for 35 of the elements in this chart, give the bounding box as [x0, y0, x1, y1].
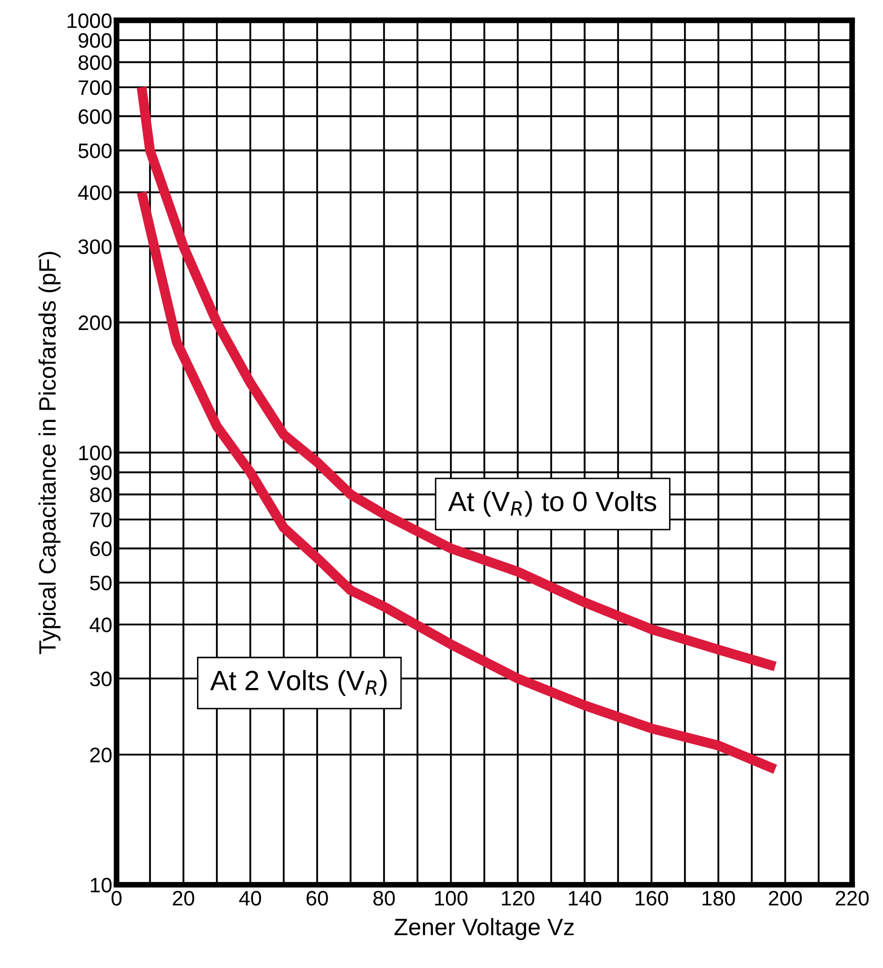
y-tick-label: 300	[78, 239, 112, 254]
y-tick-label: 80	[90, 487, 112, 502]
y-tick-label: 800	[78, 55, 112, 70]
y-tick-label: 30	[90, 672, 112, 686]
y-tick-label: 50	[90, 576, 112, 590]
series-label: At 2 Volts (V$_{R}$)	[210, 670, 387, 696]
x-tick-label: 20	[172, 890, 194, 906]
y-tick-label: 20	[90, 748, 112, 762]
y-tick-label: 600	[78, 109, 112, 124]
x-tick-label: 220	[836, 890, 869, 906]
x-tick-label: 160	[636, 890, 668, 906]
y-tick-label: 40	[90, 618, 112, 632]
y-tick-label: 100	[79, 446, 112, 460]
y-axis-title: Typical Capacitance in Picofarads (pF)	[38, 252, 60, 654]
x-tick-label: 140	[568, 890, 602, 906]
x-tick-label: 0	[112, 890, 122, 906]
y-tick-label: 200	[78, 315, 112, 330]
y-tick-label: 500	[78, 143, 112, 158]
y-tick-label: 1000	[68, 13, 112, 28]
x-tick-label: 60	[306, 890, 328, 906]
y-tick-label: 700	[78, 80, 112, 96]
y-tick-label: 60	[90, 541, 112, 556]
x-tick-label: 120	[502, 890, 534, 906]
y-tick-label: 70	[90, 512, 112, 528]
x-tick-label: 80	[373, 890, 395, 906]
x-tick-label: 180	[702, 890, 735, 906]
x-tick-label: 40	[239, 890, 262, 906]
y-tick-label: 400	[78, 185, 112, 200]
y-tick-label: 10	[90, 878, 112, 893]
series-label: At (V$_{R}$) to 0 Volts	[448, 490, 656, 517]
y-tick-label: 90	[90, 465, 112, 480]
x-axis-title: Zener Voltage Vz	[394, 918, 574, 940]
x-tick-label: 100	[435, 890, 468, 906]
y-tick-label: 900	[78, 33, 112, 48]
x-tick-label: 200	[768, 890, 802, 906]
